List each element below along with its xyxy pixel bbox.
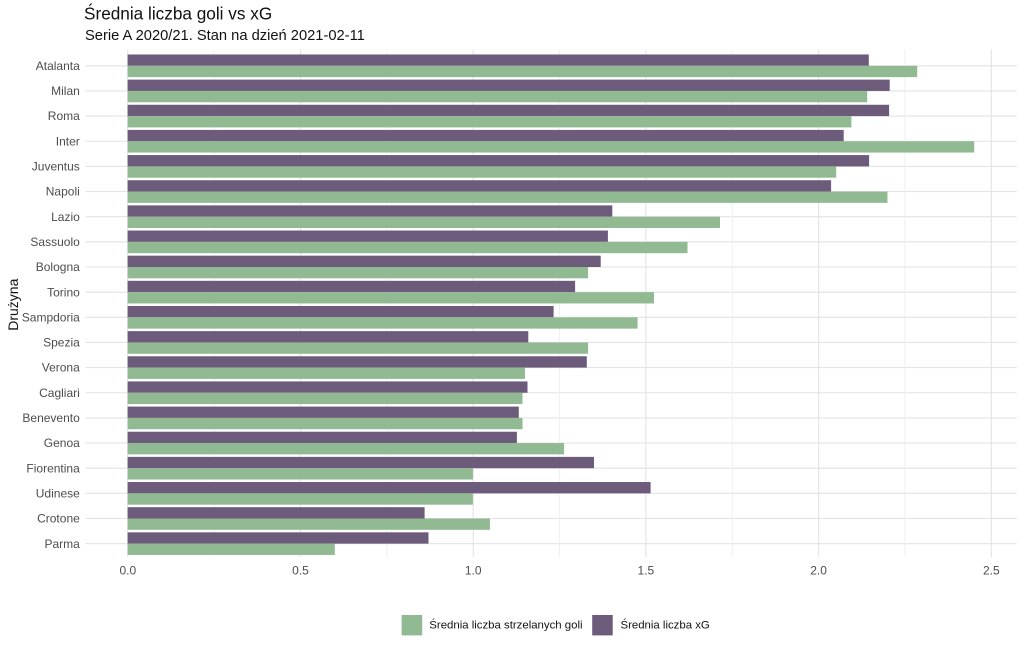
svg-text:Spezia: Spezia [43, 336, 80, 350]
svg-text:Średnia liczba goli vs xG: Średnia liczba goli vs xG [84, 4, 272, 24]
svg-text:Średnia liczba strzelanych gol: Średnia liczba strzelanych goli [429, 619, 582, 632]
svg-text:Sampdoria: Sampdoria [22, 310, 80, 324]
svg-text:Drużyna: Drużyna [5, 278, 21, 330]
svg-text:Parma: Parma [44, 537, 80, 551]
svg-text:2.0: 2.0 [810, 564, 827, 578]
svg-text:Sassuolo: Sassuolo [30, 235, 80, 249]
svg-text:Serie A 2020/21. Stan na dzień: Serie A 2020/21. Stan na dzień 2021-02-1… [85, 28, 365, 44]
svg-text:Roma: Roma [48, 109, 80, 123]
svg-text:Udinese: Udinese [36, 486, 80, 500]
svg-text:0.0: 0.0 [119, 564, 136, 578]
svg-text:0.5: 0.5 [292, 564, 309, 578]
svg-text:2.5: 2.5 [983, 564, 1000, 578]
svg-text:1.0: 1.0 [465, 564, 482, 578]
svg-text:Fiorentina: Fiorentina [26, 461, 80, 475]
svg-text:Milan: Milan [51, 84, 80, 98]
svg-text:Cagliari: Cagliari [39, 386, 80, 400]
svg-text:Napoli: Napoli [46, 185, 80, 199]
svg-text:1.5: 1.5 [638, 564, 655, 578]
svg-text:Lazio: Lazio [51, 210, 80, 224]
svg-text:Inter: Inter [56, 134, 80, 148]
svg-text:Benevento: Benevento [22, 411, 80, 425]
svg-text:Atalanta: Atalanta [36, 59, 80, 73]
svg-text:Genoa: Genoa [44, 436, 80, 450]
svg-text:Torino: Torino [47, 285, 80, 299]
svg-text:Średnia liczba xG: Średnia liczba xG [621, 619, 710, 632]
svg-text:Bologna: Bologna [36, 260, 80, 274]
svg-text:Verona: Verona [42, 361, 80, 375]
svg-text:Juventus: Juventus [32, 160, 80, 174]
svg-text:Crotone: Crotone [37, 512, 80, 526]
